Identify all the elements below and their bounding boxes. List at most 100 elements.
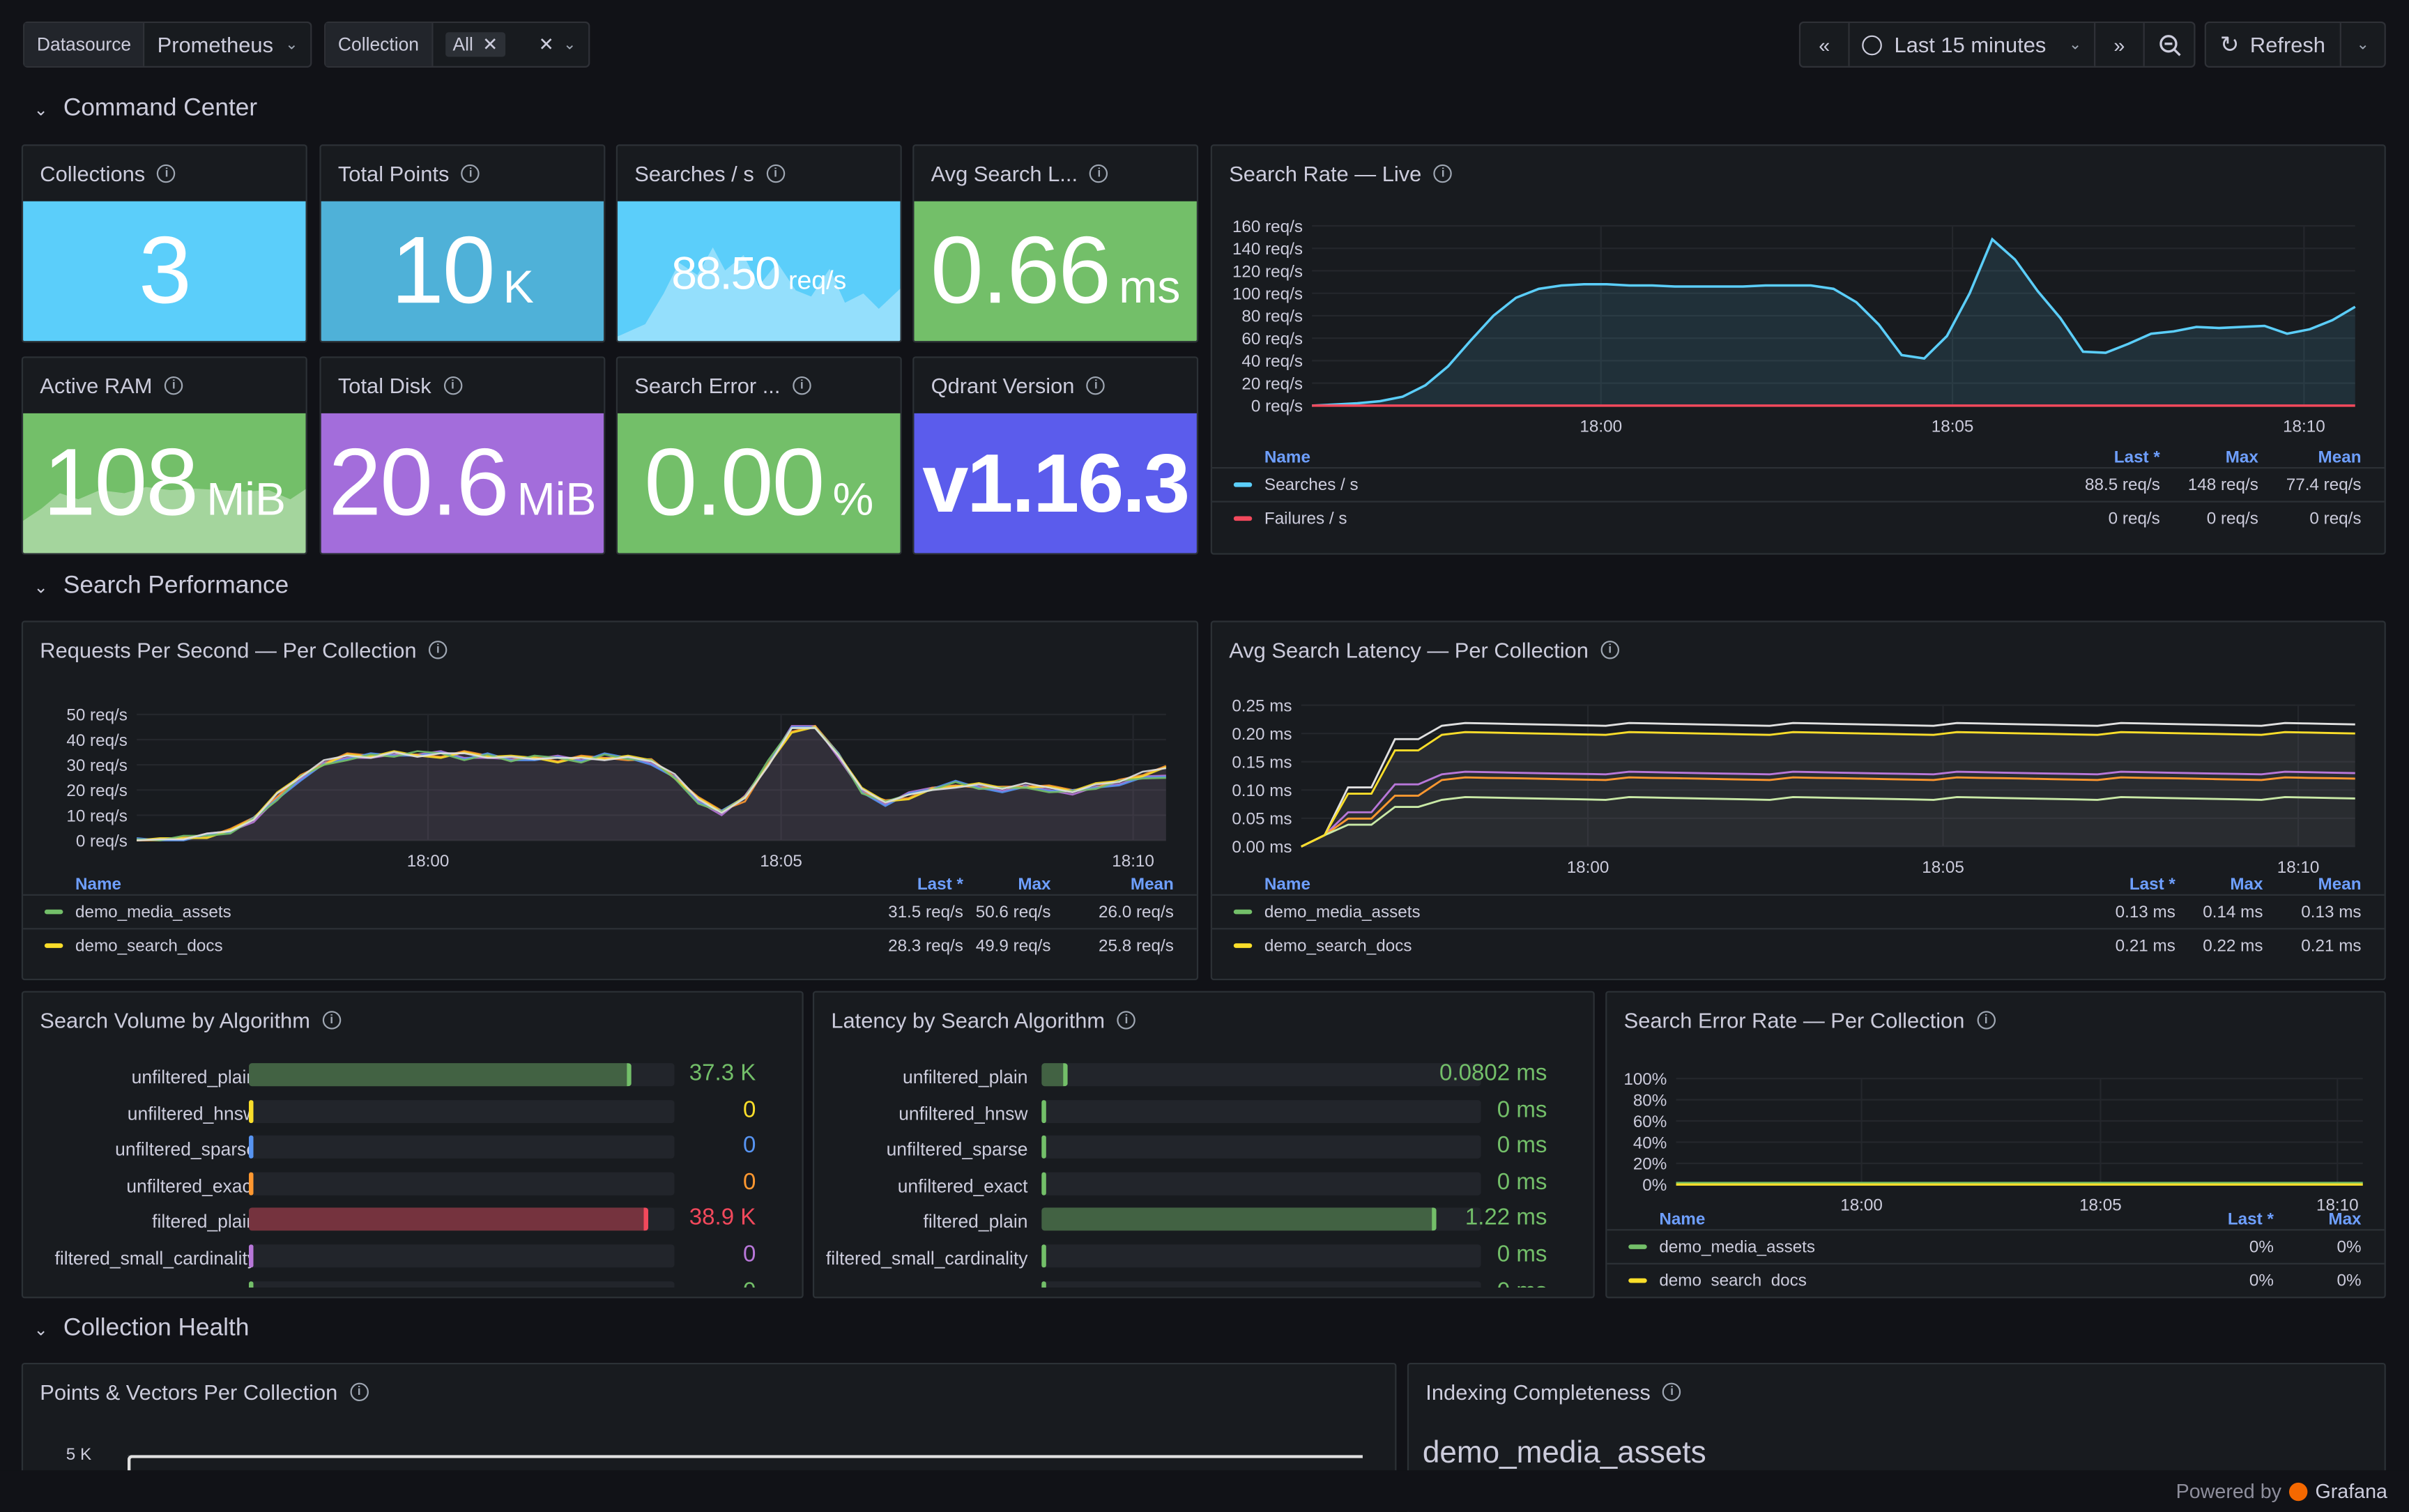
- latency-chart[interactable]: 0.25 ms 0.20 ms 0.15 ms 0.10 ms 0.05 ms 0.00 …: [1212, 690, 2386, 878]
- info-icon[interactable]: i: [1087, 376, 1106, 395]
- legend-header-mean[interactable]: Mean: [2318, 448, 2362, 468]
- legend-header-max[interactable]: Max: [2328, 1210, 2362, 1230]
- info-icon[interactable]: i: [766, 164, 785, 183]
- stat-value-area[interactable]: 0.66 ms: [914, 201, 1197, 342]
- stat-value-area[interactable]: 3: [23, 201, 306, 342]
- legend-header-max[interactable]: Max: [2230, 876, 2263, 894]
- zoom-out-icon[interactable]: [2145, 23, 2194, 66]
- bar-gauge-row[interactable]: unfiltered_exact 0 ms: [814, 1169, 1593, 1206]
- datasource-picker[interactable]: Datasource Prometheus ⌄: [23, 21, 312, 68]
- clear-icon[interactable]: ✕: [538, 33, 554, 56]
- info-icon[interactable]: i: [1662, 1382, 1681, 1402]
- legend-row[interactable]: demo_search_docs 28.3 req/s 49.9 req/s 25.8…: [23, 928, 1197, 961]
- bar-gauge-row[interactable]: unfiltered_hnsw 0: [23, 1097, 802, 1133]
- remove-icon[interactable]: ✕: [482, 33, 498, 56]
- row-collection-health[interactable]: ⌄ Collection Health: [33, 1315, 249, 1343]
- legend-row[interactable]: demo_media_assets 0.13 ms 0.14 ms 0.13 ms: [1211, 894, 2385, 928]
- legend-header-max[interactable]: Max: [1018, 876, 1051, 894]
- legend-header-last[interactable]: Last *: [2227, 1210, 2274, 1230]
- stat-value-area[interactable]: 108 MiB: [23, 413, 306, 553]
- series-line: [127, 1455, 1363, 1474]
- bar-gauge-row[interactable]: filtered_small_cardinality 0: [23, 1242, 802, 1278]
- legend-header-name[interactable]: Name: [1264, 876, 1310, 894]
- legend-header-last[interactable]: Last *: [917, 876, 963, 894]
- legend-row[interactable]: Searches / s 88.5 req/s 148 req/s 77.4 req/…: [1211, 467, 2385, 501]
- info-icon[interactable]: i: [443, 376, 462, 395]
- legend-row[interactable]: demo_search_docs 0% 0%: [1607, 1262, 2385, 1288]
- legend-mean-value: 0.13 ms: [2301, 902, 2362, 922]
- refresh-interval-dropdown[interactable]: ⌄: [2341, 23, 2385, 66]
- bar-gauge-row[interactable]: unfiltered_sparse 0: [23, 1133, 802, 1170]
- legend-swatch: [1233, 943, 1253, 948]
- legend-header-mean[interactable]: Mean: [2318, 876, 2362, 894]
- series-line[interactable]: [137, 727, 1167, 841]
- series-line[interactable]: [1301, 721, 2355, 848]
- series-line[interactable]: [1301, 770, 2355, 848]
- info-icon[interactable]: i: [1117, 1011, 1136, 1030]
- legend-row[interactable]: demo_media_assets 31.5 req/s 50.6 req/s 26.…: [23, 894, 1197, 928]
- info-icon[interactable]: i: [1977, 1011, 1996, 1030]
- row-search-performance[interactable]: ⌄ Search Performance: [33, 573, 289, 601]
- collection-picker[interactable]: Collection All ✕ ✕ ⌄: [324, 21, 590, 68]
- legend-header-name[interactable]: Name: [1659, 1210, 1706, 1230]
- gauge-track: [249, 1244, 675, 1268]
- rps-chart[interactable]: 50 req/s 40 req/s 30 req/s 20 req/s 10 req/s…: [23, 690, 1198, 878]
- series-line[interactable]: [1301, 796, 2355, 848]
- error-rate-chart[interactable]: 100% 80% 60% 40% 20% 0% 18:00 18:05 18:10: [1607, 1054, 2385, 1223]
- info-icon[interactable]: i: [1600, 641, 1619, 659]
- collection-tag[interactable]: All ✕: [445, 32, 506, 57]
- legend-row[interactable]: demo_search_docs 0.21 ms 0.22 ms 0.21 ms: [1211, 928, 2385, 961]
- legend-header-max[interactable]: Max: [2225, 448, 2258, 468]
- legend-header-mean[interactable]: Mean: [1130, 876, 1174, 894]
- panel-title-text: Points & Vectors Per Collection: [40, 1380, 338, 1405]
- x-tick-label: 18:10: [2277, 858, 2320, 877]
- bar-gauge-row[interactable]: unfiltered_plain 37.3 K: [23, 1060, 802, 1097]
- grafana-brand[interactable]: Grafana: [2315, 1479, 2388, 1503]
- info-icon[interactable]: i: [349, 1382, 369, 1402]
- stat-value-area[interactable]: 10 K: [321, 201, 604, 342]
- time-shift-forward-icon[interactable]: »: [2095, 23, 2145, 66]
- stat-value-area[interactable]: 0.00%: [618, 413, 901, 553]
- legend-row[interactable]: demo_media_assets 0% 0%: [1607, 1229, 2385, 1262]
- info-icon[interactable]: i: [461, 164, 480, 183]
- info-icon[interactable]: i: [1089, 164, 1109, 183]
- legend-header-name[interactable]: Name: [75, 876, 122, 894]
- stat-value-area[interactable]: 88.50 req/s: [618, 201, 901, 342]
- info-icon[interactable]: i: [1433, 164, 1453, 183]
- info-icon[interactable]: i: [429, 641, 448, 659]
- bar-gauge-row[interactable]: unfiltered_plain 0.0802 ms: [814, 1060, 1593, 1097]
- refresh-button[interactable]: ↻ Refresh: [2206, 23, 2341, 66]
- bar-gauge-row[interactable]: unfiltered_sparse 0 ms: [814, 1133, 1593, 1170]
- info-icon[interactable]: i: [793, 376, 811, 395]
- bar-gauge-row[interactable]: filtered_plain 1.22 ms: [814, 1205, 1593, 1242]
- series-line[interactable]: [137, 726, 1166, 841]
- legend-row[interactable]: Failures / s 0 req/s 0 req/s 0 req/s: [1211, 501, 2385, 535]
- bar-gauge-row[interactable]: filtered_plain 38.9 K: [23, 1205, 802, 1242]
- panel-search-volume: Search Volume by Algorithm i unfiltered_p…: [21, 991, 804, 1299]
- datasource-select[interactable]: Prometheus ⌄: [145, 23, 310, 66]
- bar-gauge-row[interactable]: unfiltered_exact 0: [23, 1169, 802, 1206]
- legend-header-last[interactable]: Last *: [2129, 876, 2175, 894]
- bar-gauge-row[interactable]: filtered_large_cardinality 0: [23, 1278, 802, 1288]
- series-line-searches[interactable]: [1312, 237, 2356, 407]
- chevron-down-icon: ⌄: [33, 1320, 48, 1339]
- time-shift-back-icon[interactable]: «: [1800, 23, 1850, 66]
- series-line[interactable]: [1301, 776, 2355, 848]
- stat-value-area[interactable]: 20.6 MiB: [321, 413, 604, 553]
- bar-gauge-row[interactable]: unfiltered_hnsw 0 ms: [814, 1097, 1593, 1133]
- gauge-track: [1041, 1244, 1481, 1268]
- info-icon[interactable]: i: [165, 376, 183, 395]
- stat-value-area[interactable]: v1.16.3: [914, 413, 1197, 553]
- time-picker[interactable]: Last 15 minutes ⌄: [1850, 23, 2096, 66]
- legend-header-last[interactable]: Last *: [2113, 448, 2160, 468]
- bar-gauge-row[interactable]: filtered_small_cardinality 0 ms: [814, 1242, 1593, 1278]
- info-icon[interactable]: i: [322, 1011, 342, 1030]
- info-icon[interactable]: i: [157, 164, 176, 183]
- chevron-down-icon[interactable]: ⌄: [563, 36, 576, 54]
- sparkline: [23, 487, 306, 553]
- legend-header-name[interactable]: Name: [1264, 448, 1310, 468]
- search-rate-chart[interactable]: 160 req/s 140 req/s 120 req/s 100 req/s 80 r…: [1212, 208, 2386, 454]
- bar-gauge-row[interactable]: filtered_large_cardinality 0 ms: [814, 1278, 1593, 1288]
- row-command-center[interactable]: ⌄ Command Center: [33, 96, 257, 123]
- series-line[interactable]: [1301, 731, 2355, 848]
